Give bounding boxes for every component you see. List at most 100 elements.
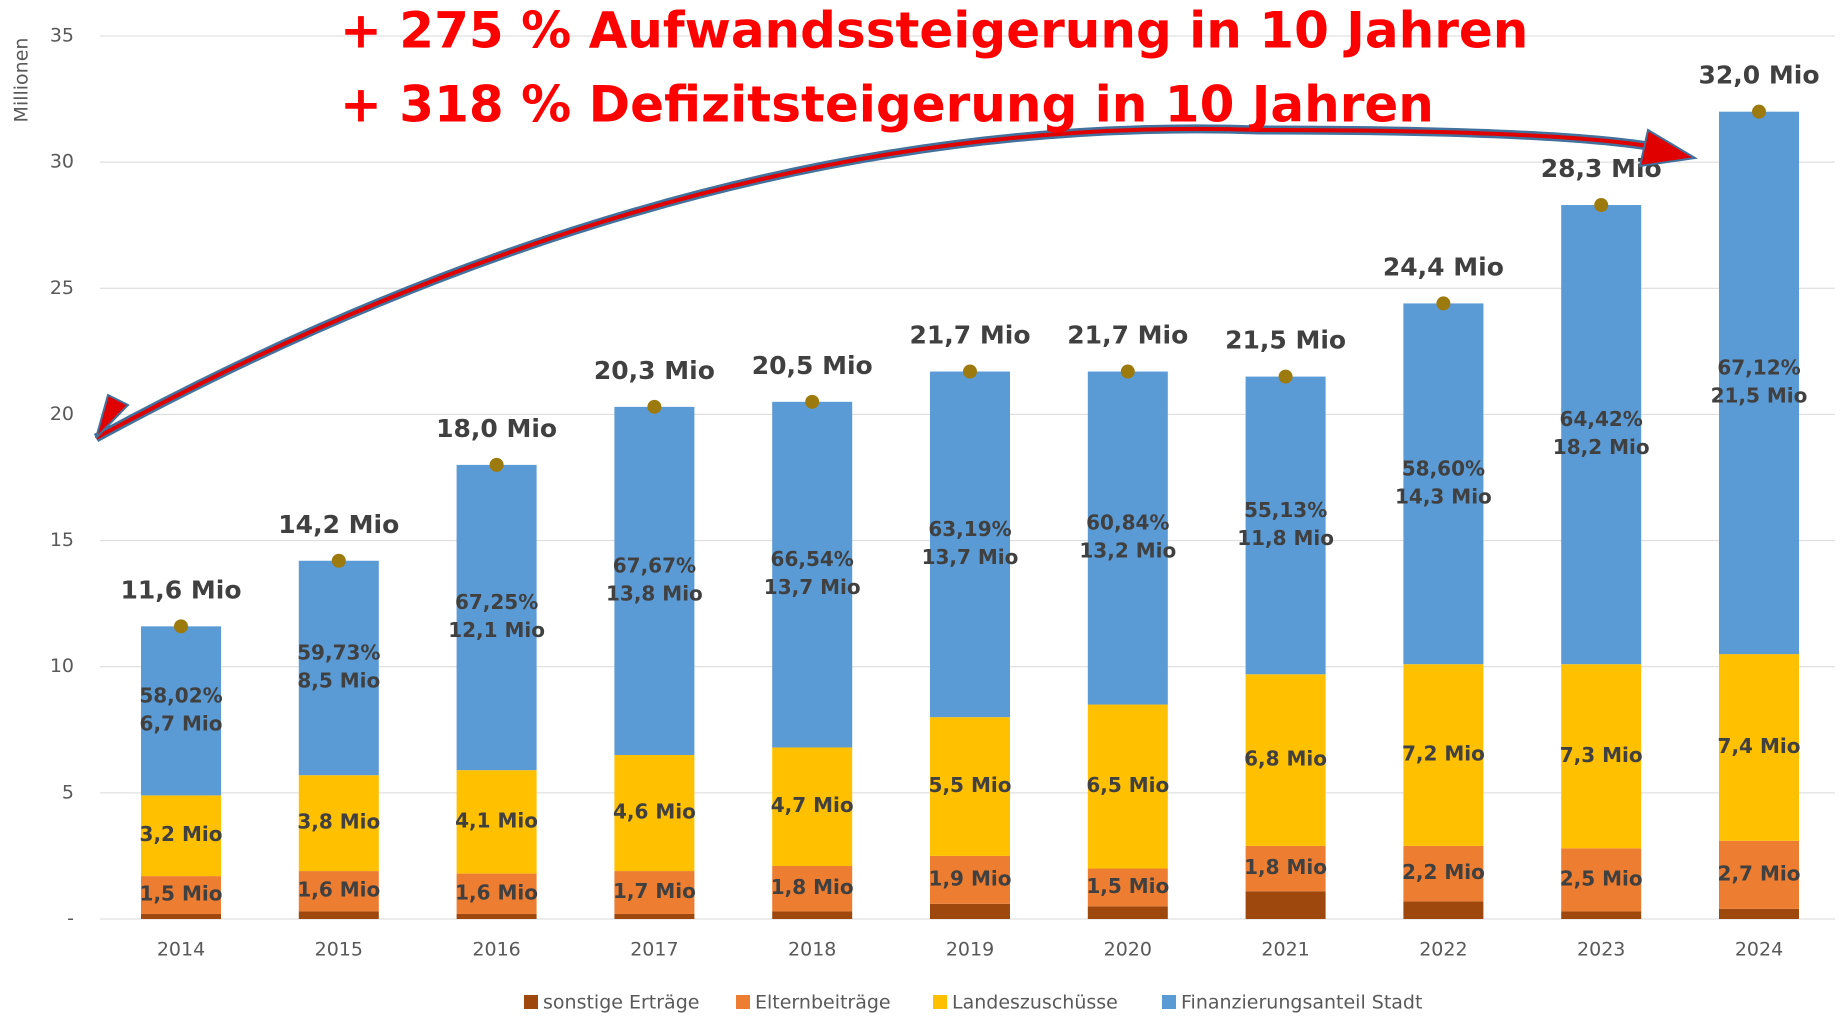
total-marker xyxy=(1278,369,1293,384)
bar-segment xyxy=(1719,654,1799,841)
total-label: 32,0 Mio xyxy=(1698,61,1819,90)
bar-segment xyxy=(772,747,853,867)
bar-segment xyxy=(456,913,537,919)
y-tick-label: 35 xyxy=(50,25,74,47)
x-tick-label: 2024 xyxy=(1735,939,1783,961)
bar-segment xyxy=(772,911,853,919)
value-label: 4,1 Mio xyxy=(455,808,538,832)
value-label: 3,8 Mio xyxy=(297,810,380,834)
bar-segment xyxy=(1087,906,1168,919)
y-tick-label: 15 xyxy=(50,529,74,551)
legend-swatch xyxy=(524,995,538,1009)
value-label: 7,3 Mio xyxy=(1560,743,1643,767)
legend-label: Landeszuschüsse xyxy=(952,992,1118,1014)
value-label: 4,6 Mio xyxy=(613,800,696,824)
total-label: 20,5 Mio xyxy=(752,351,873,380)
bar-segment xyxy=(930,371,1010,718)
value-label: 14,3 Mio xyxy=(1395,484,1492,508)
bar-segment xyxy=(298,871,379,912)
y-tick-label: 5 xyxy=(62,781,74,803)
bar-segment xyxy=(298,775,379,872)
y-tick-label: 30 xyxy=(50,151,74,173)
bar-segment xyxy=(930,855,1010,904)
y-tick-label: 20 xyxy=(50,403,74,425)
bar-segment xyxy=(1561,664,1642,849)
bar-segment xyxy=(1719,111,1799,655)
percent-label: 67,25% xyxy=(455,590,538,614)
bar-segment xyxy=(772,866,853,912)
percent-label: 63,19% xyxy=(928,517,1011,541)
total-marker xyxy=(489,457,504,472)
bar-segment xyxy=(1087,868,1168,907)
bar-segment xyxy=(772,401,853,748)
x-tick-label: 2014 xyxy=(157,939,205,961)
bar-segment xyxy=(930,717,1010,856)
bar-segment xyxy=(614,406,695,756)
trend-arrow-core xyxy=(95,126,1661,440)
x-tick-label: 2021 xyxy=(1261,939,1309,961)
bar-segment xyxy=(141,913,221,919)
value-label: 5,5 Mio xyxy=(929,773,1012,797)
x-tick-label: 2020 xyxy=(1104,939,1152,961)
total-label: 24,4 Mio xyxy=(1383,252,1504,281)
value-label: 2,5 Mio xyxy=(1560,866,1643,890)
value-label: 1,7 Mio xyxy=(613,879,696,903)
value-label: 1,8 Mio xyxy=(1244,855,1327,879)
x-tick-label: 2017 xyxy=(630,939,678,961)
value-label: 6,5 Mio xyxy=(1086,773,1169,797)
percent-label: 60,84% xyxy=(1086,511,1169,535)
value-label: 1,6 Mio xyxy=(455,880,538,904)
value-label: 13,7 Mio xyxy=(764,575,861,599)
bar-segment xyxy=(1561,911,1642,919)
value-label: 8,5 Mio xyxy=(297,668,380,692)
total-marker xyxy=(963,364,977,379)
percent-label: 67,67% xyxy=(613,553,696,577)
bar-segment xyxy=(1403,845,1484,902)
value-label: 13,8 Mio xyxy=(606,581,703,605)
legend-swatch xyxy=(736,995,750,1009)
value-label: 1,5 Mio xyxy=(1086,874,1169,898)
bar-segment xyxy=(614,913,695,919)
headline: + 275 % Aufwandssteigerung in 10 Jahren xyxy=(340,2,1528,60)
value-label: 1,8 Mio xyxy=(771,875,854,899)
value-label: 4,7 Mio xyxy=(771,793,854,817)
y-tick-label: 25 xyxy=(50,277,74,299)
legend-swatch xyxy=(933,995,947,1009)
total-label: 21,7 Mio xyxy=(909,321,1030,350)
bar-segment xyxy=(141,876,221,914)
total-marker xyxy=(1594,198,1609,213)
total-label: 11,6 Mio xyxy=(120,575,241,604)
value-label: 6,8 Mio xyxy=(1244,747,1327,771)
x-tick-label: 2015 xyxy=(315,939,363,961)
value-label: 1,9 Mio xyxy=(929,866,1012,890)
legend-label: sonstige Erträge xyxy=(543,992,699,1014)
percent-label: 58,02% xyxy=(139,683,222,707)
bar-segment xyxy=(930,903,1010,919)
bar-segment xyxy=(1561,205,1642,665)
headline: + 318 % Defizitsteigerung in 10 Jahren xyxy=(340,76,1434,134)
value-label: 7,2 Mio xyxy=(1402,742,1485,766)
value-label: 2,2 Mio xyxy=(1402,860,1485,884)
value-label: 7,4 Mio xyxy=(1718,734,1801,758)
bar-segment xyxy=(456,873,537,914)
bar-segment xyxy=(1719,840,1799,909)
total-marker xyxy=(647,399,662,414)
value-label: 3,2 Mio xyxy=(140,822,223,846)
bar-segment xyxy=(1087,371,1168,705)
bar-segment xyxy=(1245,376,1326,675)
value-label: 1,5 Mio xyxy=(140,882,223,906)
total-label: 21,5 Mio xyxy=(1225,326,1346,355)
bar-segment xyxy=(1403,664,1484,846)
value-label: 11,8 Mio xyxy=(1237,526,1334,550)
value-label: 1,6 Mio xyxy=(297,878,380,902)
total-label: 20,3 Mio xyxy=(594,356,715,385)
bar-segment xyxy=(1087,704,1168,869)
bar-segment xyxy=(141,626,221,796)
bar-segment xyxy=(1403,303,1484,665)
bar-segment xyxy=(1245,845,1326,892)
value-label: 21,5 Mio xyxy=(1711,383,1808,407)
arrow-head xyxy=(1638,128,1698,168)
legend-label: Finanzierungsanteil Stadt xyxy=(1181,992,1422,1014)
bar-segment xyxy=(456,770,537,874)
percent-label: 66,54% xyxy=(771,547,854,571)
